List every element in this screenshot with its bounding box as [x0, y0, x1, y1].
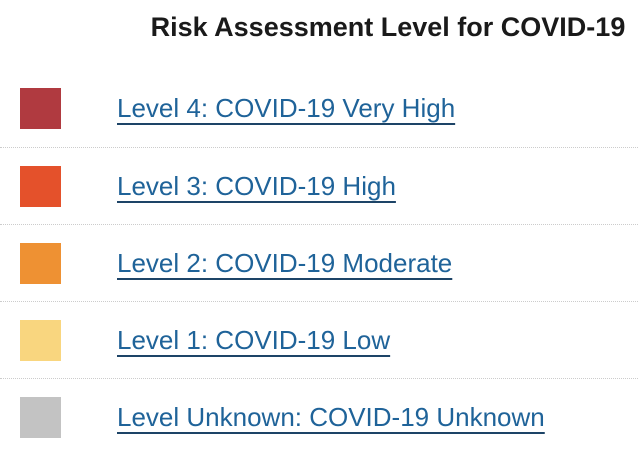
risk-swatch-unknown [20, 396, 61, 438]
risk-level-row-4: Level 4: COVID-19 Very High [0, 70, 638, 147]
risk-link-level-4[interactable]: Level 4: COVID-19 Very High [117, 93, 456, 123]
page-title: Risk Assessment Level for COVID-19 [150, 12, 626, 42]
risk-swatch-very-high [20, 88, 61, 129]
risk-swatch-moderate [20, 242, 61, 284]
risk-link-level-2[interactable]: Level 2: COVID-19 Moderate [117, 247, 453, 278]
risk-level-list: Level 4: COVID-19 Very High Level 3: COV… [0, 70, 638, 455]
risk-link-level-1[interactable]: Level 1: COVID-19 Low [117, 324, 391, 355]
page-header: Risk Assessment Level for COVID-19 [138, 12, 638, 43]
risk-link-level-3[interactable]: Level 3: COVID-19 High [117, 170, 396, 201]
risk-swatch-low [20, 319, 61, 361]
risk-link-level-unknown[interactable]: Level Unknown: COVID-19 Unknown [117, 401, 545, 432]
risk-swatch-high [20, 165, 61, 207]
risk-level-row-3: Level 3: COVID-19 High [0, 147, 638, 224]
risk-level-row-1: Level 1: COVID-19 Low [0, 301, 638, 378]
risk-level-row-unknown: Level Unknown: COVID-19 Unknown [0, 378, 638, 455]
risk-level-row-2: Level 2: COVID-19 Moderate [0, 224, 638, 301]
